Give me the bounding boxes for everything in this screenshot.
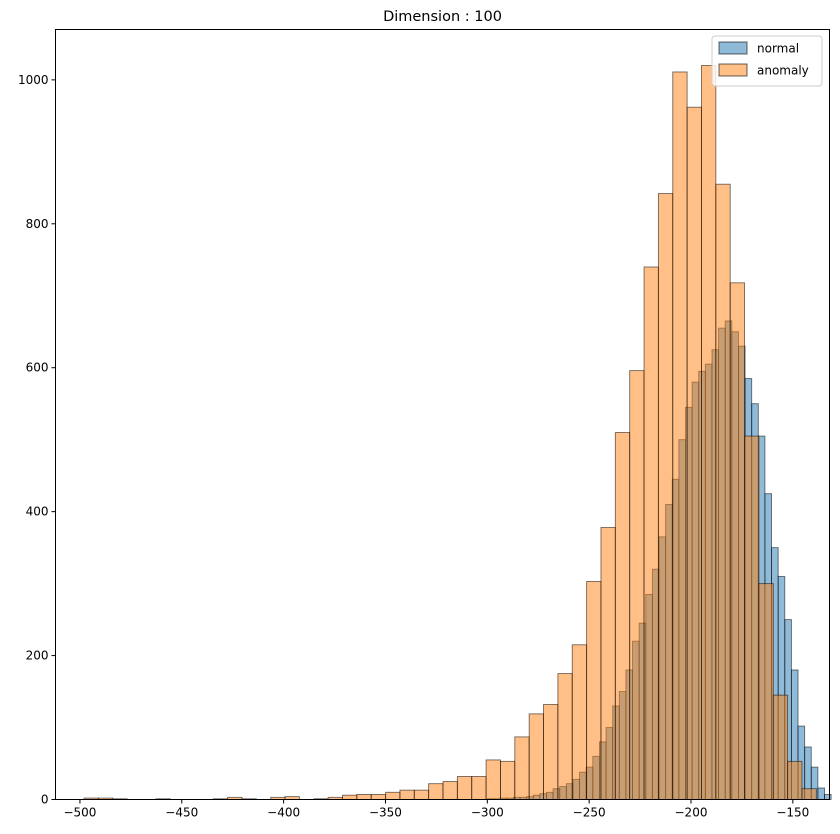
y-tick-label: 600 xyxy=(26,361,49,375)
bar-anomaly-19 xyxy=(356,794,372,800)
y-axis: 0 200 400 600 800 1000 xyxy=(18,73,56,807)
bar-anomaly-18 xyxy=(342,794,358,800)
bar-normal-50 xyxy=(817,787,825,800)
bar-anomaly-22 xyxy=(399,789,415,800)
bar-anomaly-35 xyxy=(586,581,602,800)
x-tick-label: −150 xyxy=(776,806,809,820)
plot-frame xyxy=(55,29,830,800)
bar-anomaly-28 xyxy=(485,759,501,800)
bar-anomaly-39 xyxy=(643,266,659,800)
x-axis: −500 −450 −400 −350 −300 −250 −200 −150 xyxy=(63,799,809,820)
legend-label-normal: normal xyxy=(757,42,799,56)
bar-normal-51 xyxy=(824,794,832,800)
y-tick-label: 800 xyxy=(26,217,49,231)
bar-anomaly-34 xyxy=(571,644,588,800)
bar-anomaly-42 xyxy=(686,106,702,800)
x-tick-label: −400 xyxy=(267,806,300,820)
bar-anomaly-49 xyxy=(787,760,803,800)
bar-anomaly-23 xyxy=(413,789,430,800)
y-tick-label: 200 xyxy=(26,649,49,663)
bar-anomaly-47 xyxy=(758,583,774,800)
chart-title: Dimension : 100 xyxy=(383,9,502,25)
x-tick-label: −200 xyxy=(675,806,708,820)
bar-anomaly-36 xyxy=(600,527,616,800)
bar-anomaly-37 xyxy=(614,432,631,800)
legend: normal anomaly xyxy=(711,35,823,87)
bar-anomaly-50 xyxy=(801,788,817,800)
bar-anomaly-40 xyxy=(657,193,674,800)
x-tick-label: −500 xyxy=(63,806,96,820)
bar-anomaly-41 xyxy=(672,71,688,800)
bar-anomaly-45 xyxy=(729,282,746,800)
bar-anomaly-44 xyxy=(715,183,731,800)
bar-anomaly-46 xyxy=(744,435,760,800)
bar-anomaly-32 xyxy=(543,704,559,800)
legend-label-anomaly: anomaly xyxy=(757,64,809,78)
y-tick-label: 0 xyxy=(41,793,49,807)
y-tick-label: 1000 xyxy=(18,73,49,87)
bar-anomaly-29 xyxy=(499,760,516,800)
legend-swatch-anomaly xyxy=(718,63,748,77)
bar-anomaly-21 xyxy=(385,791,401,800)
bar-anomaly-26 xyxy=(456,776,473,800)
legend-swatch-normal xyxy=(718,41,748,55)
bar-anomaly-27 xyxy=(471,776,487,800)
bar-anomaly-38 xyxy=(629,370,645,800)
x-tick-label: −350 xyxy=(369,806,402,820)
bar-anomaly-30 xyxy=(514,736,530,800)
bar-anomaly-31 xyxy=(528,713,544,800)
x-tick-label: −250 xyxy=(573,806,606,820)
bar-anomaly-20 xyxy=(370,794,387,800)
bar-anomaly-33 xyxy=(557,673,573,800)
x-tick-label: −300 xyxy=(471,806,504,820)
bar-anomaly-25 xyxy=(442,781,458,800)
bar-anomaly-24 xyxy=(428,783,444,800)
bar-anomaly-43 xyxy=(701,65,717,800)
y-tick-label: 400 xyxy=(26,505,49,519)
x-tick-label: −450 xyxy=(165,806,198,820)
bar-anomaly-48 xyxy=(772,694,789,800)
